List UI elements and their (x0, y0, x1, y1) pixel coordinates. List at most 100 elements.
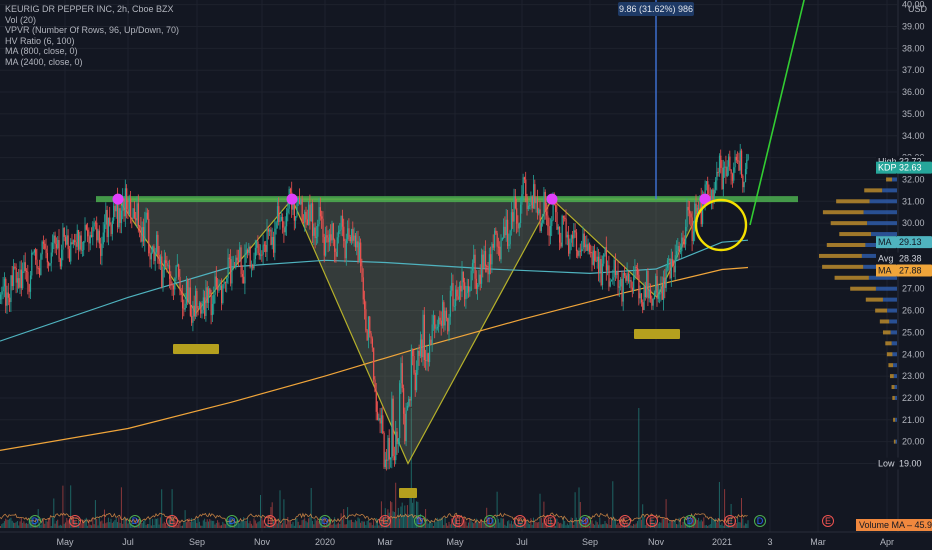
candle-body (19, 269, 21, 288)
candle-body (241, 274, 243, 277)
volume-bar (590, 522, 592, 528)
x-tick-label: 2020 (315, 537, 335, 547)
event-marker (724, 515, 736, 527)
volume-bar (334, 517, 336, 528)
event-marker (319, 515, 331, 527)
candle-body (741, 150, 743, 176)
volume-bar (304, 518, 306, 528)
candle-body (22, 271, 24, 289)
candle-body (416, 369, 418, 391)
volume-bar (416, 501, 417, 528)
volume-bar (305, 521, 307, 528)
candle-body (336, 237, 338, 257)
candle-body (61, 249, 63, 267)
volume-bar (191, 518, 193, 528)
candle-body (222, 284, 224, 304)
candle-body (170, 278, 172, 285)
y-tick-label: 34.00 (902, 131, 925, 141)
candle-body (512, 212, 514, 222)
volume-bar (239, 523, 241, 528)
event-label: D (132, 516, 139, 526)
candle-body (648, 289, 650, 299)
candle-body (717, 171, 719, 173)
volume-bar (179, 520, 181, 528)
candle-body (488, 254, 490, 275)
candle-body (722, 167, 724, 190)
volume-bar (375, 518, 377, 528)
volume-bar (283, 499, 285, 528)
candle-body (213, 294, 215, 305)
candle-body (319, 207, 321, 217)
volume-bar (622, 517, 624, 528)
candle-body (52, 242, 54, 253)
candle-body (474, 254, 476, 279)
candle-body (85, 225, 87, 230)
candle-body (50, 252, 52, 264)
candle-body (559, 226, 561, 243)
indicator-hv-ratio: HV Ratio (6, 100) (5, 35, 75, 46)
volume-bar (176, 524, 178, 528)
volume-bar (473, 523, 475, 528)
candle-body (375, 391, 377, 412)
candle-body (644, 286, 646, 298)
x-tick-label: Sep (189, 537, 205, 547)
candle-body (237, 260, 240, 262)
volume-bar (747, 520, 749, 528)
candle-body (364, 299, 366, 310)
volume-bar (159, 517, 161, 528)
event-marker (484, 515, 496, 527)
candle-body (156, 234, 158, 253)
candle-body (176, 264, 178, 267)
volume-bar (676, 523, 677, 528)
candle-body (313, 227, 315, 236)
candle-body (369, 316, 371, 334)
candle-body (323, 236, 325, 256)
volume-bar (18, 525, 20, 528)
candle-body (326, 235, 328, 238)
candle-body (412, 348, 414, 356)
candle-body (334, 239, 336, 252)
volume-bar (340, 513, 342, 528)
volume-bar (585, 519, 586, 528)
volume-bar (50, 525, 52, 528)
volume-bar (691, 517, 693, 528)
event-marker (514, 515, 526, 527)
vp-bar-down (871, 232, 897, 237)
candle-body (517, 223, 519, 229)
candle-body (11, 275, 13, 287)
candle-body (724, 166, 726, 168)
x-tick-label: May (56, 537, 74, 547)
volume-bar (87, 525, 89, 528)
volume-bar (703, 517, 705, 528)
volume-bar (338, 522, 339, 528)
candle-body (102, 232, 104, 245)
candle-body (393, 456, 396, 461)
candle-body (330, 234, 332, 241)
candle-body (314, 227, 316, 239)
event-label: E (267, 516, 273, 526)
vp-bar-up (882, 330, 891, 335)
candle-body (31, 252, 33, 276)
candle-body (230, 259, 232, 284)
volume-bar (512, 524, 514, 528)
candle-body (725, 166, 727, 177)
volume-bar (154, 518, 156, 528)
measure-label-box (618, 2, 694, 16)
candle-body (496, 233, 498, 247)
candle-body (453, 305, 455, 307)
candle-body (185, 279, 188, 304)
volume-bar (423, 525, 425, 528)
candle-body (227, 257, 229, 279)
symbol-title: KEURIG DR PEPPER INC, 2h, Cboe BZX (5, 4, 174, 14)
volume-bar (178, 522, 180, 528)
candle-body (365, 309, 367, 331)
volume-bar (14, 523, 16, 528)
volume-bar (401, 502, 403, 528)
candle-body (458, 285, 461, 300)
candle-body (711, 189, 713, 201)
candle-body (518, 222, 520, 229)
volume-bar (312, 520, 313, 528)
volume-bar (483, 522, 485, 528)
volume-bar (609, 525, 611, 528)
